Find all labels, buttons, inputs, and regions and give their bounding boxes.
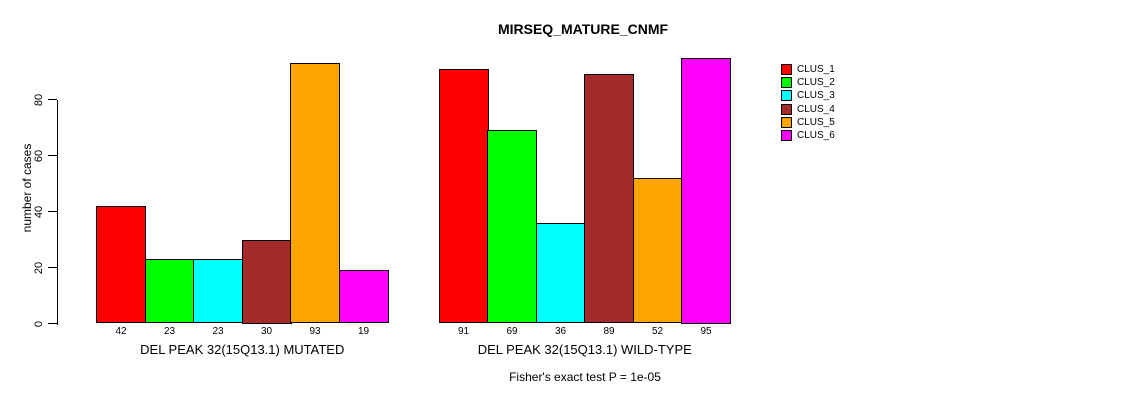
bar-CLUS_3 [535, 222, 586, 324]
group-label: DEL PEAK 32(15Q13.1) WILD-TYPE [477, 342, 692, 357]
legend-swatch-icon [781, 64, 792, 75]
legend-label: CLUS_5 [797, 116, 835, 128]
bar-value-label: 93 [309, 326, 321, 337]
bar-value-label: 36 [554, 326, 567, 337]
legend-swatch-icon [781, 77, 792, 89]
stat-annotation: Fisher's exact test P = 1e-05 [509, 370, 661, 384]
bar-value-label: 52 [651, 326, 664, 337]
bar-value-label: 91 [457, 326, 470, 337]
bar-CLUS_6 [681, 57, 731, 324]
y-axis-tick [47, 266, 57, 269]
bar-value-label: 42 [115, 326, 127, 337]
bar-value-label: 30 [260, 326, 273, 337]
legend-item-CLUS_6: CLUS_6 [781, 130, 835, 141]
legend-item-CLUS_4: CLUS_4 [781, 103, 835, 115]
y-axis-tick [47, 322, 57, 325]
legend-label: CLUS_2 [797, 77, 835, 89]
y-axis-tick [47, 154, 57, 157]
y-axis-tick [47, 210, 57, 213]
bar-value-label: 95 [700, 326, 712, 337]
bar-CLUS_6 [338, 270, 389, 324]
y-axis-line [56, 99, 58, 325]
chart-title: MIRSEQ_MATURE_CNMF [497, 21, 669, 37]
y-axis-tick [47, 98, 57, 101]
legend-label: CLUS_1 [797, 64, 835, 75]
bar-value-label: 23 [163, 326, 176, 337]
legend-item-CLUS_5: CLUS_5 [781, 116, 835, 128]
bar-CLUS_4 [241, 239, 292, 324]
bar-value-label: 23 [212, 326, 224, 337]
bar-CLUS_2 [487, 130, 537, 324]
bar-value-label: 69 [506, 326, 518, 337]
bar-CLUS_4 [584, 74, 634, 324]
legend-item-CLUS_3: CLUS_3 [781, 90, 835, 102]
bar-CLUS_1 [96, 205, 146, 324]
legend-swatch-icon [781, 90, 792, 102]
legend-item-CLUS_2: CLUS_2 [781, 77, 835, 89]
legend-label: CLUS_4 [797, 103, 835, 115]
legend-swatch-icon [781, 130, 792, 141]
bar-CLUS_5 [632, 177, 683, 324]
legend-item-CLUS_1: CLUS_1 [781, 64, 835, 75]
bar-value-label: 89 [603, 326, 615, 337]
legend-swatch-icon [781, 103, 792, 115]
group-label: DEL PEAK 32(15Q13.1) MUTATED [140, 342, 345, 357]
bar-value-label: 19 [357, 326, 370, 337]
legend-label: CLUS_3 [797, 90, 835, 102]
bar-CLUS_1 [438, 68, 489, 324]
bar-CLUS_2 [144, 259, 195, 324]
legend-label: CLUS_6 [797, 130, 835, 141]
legend-swatch-icon [781, 116, 792, 128]
bar-CLUS_5 [290, 63, 340, 324]
